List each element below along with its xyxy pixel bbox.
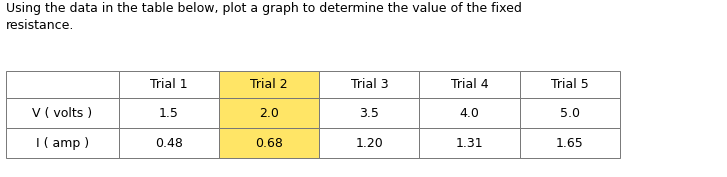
Bar (419, 98, 520, 128)
Text: Trial 1: Trial 1 (150, 78, 188, 91)
Bar (119, 128, 219, 158)
Text: Using the data in the table below, plot a graph to determine the value of the fi: Using the data in the table below, plot … (6, 2, 522, 32)
Text: Trial 4: Trial 4 (451, 78, 489, 91)
Bar (6, 71, 119, 98)
Text: 1.20: 1.20 (356, 137, 383, 150)
Bar (6, 98, 119, 128)
Bar (219, 71, 319, 98)
Text: V ( volts ): V ( volts ) (32, 107, 92, 120)
Text: Trial 3: Trial 3 (350, 78, 388, 91)
Bar (319, 71, 419, 98)
Bar (520, 71, 620, 98)
Bar (119, 71, 219, 98)
Bar (6, 128, 119, 158)
Text: 5.0: 5.0 (560, 107, 580, 120)
Bar (520, 98, 620, 128)
Bar (419, 71, 520, 98)
Bar (219, 98, 319, 128)
Text: 1.31: 1.31 (456, 137, 483, 150)
Bar (419, 128, 520, 158)
Text: 0.48: 0.48 (155, 137, 182, 150)
Text: 4.0: 4.0 (459, 107, 480, 120)
Bar (119, 98, 219, 128)
Text: 1.5: 1.5 (158, 107, 179, 120)
Text: 0.68: 0.68 (255, 137, 283, 150)
Text: 2.0: 2.0 (259, 107, 279, 120)
Text: Trial 2: Trial 2 (250, 78, 288, 91)
Text: 1.65: 1.65 (556, 137, 584, 150)
Text: Trial 5: Trial 5 (551, 78, 589, 91)
Bar (219, 128, 319, 158)
Text: 3.5: 3.5 (359, 107, 379, 120)
Bar (319, 98, 419, 128)
Bar (319, 128, 419, 158)
Text: I ( amp ): I ( amp ) (36, 137, 89, 150)
Bar (520, 128, 620, 158)
